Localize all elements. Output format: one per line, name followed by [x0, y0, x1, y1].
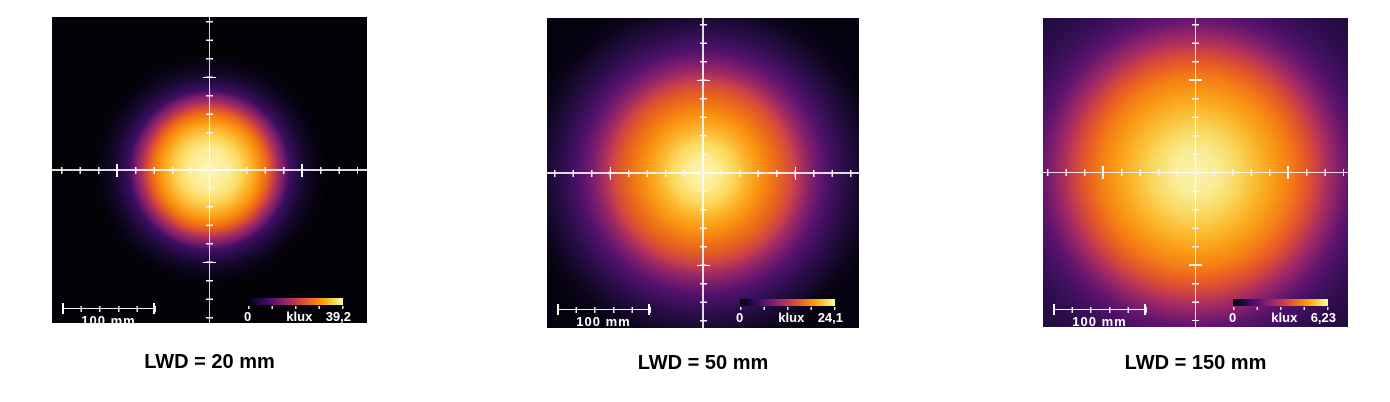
scale-bar-label: 100 mm [81, 313, 136, 323]
colorbar-unit-label: klux [286, 309, 313, 323]
scale-bar-end-tick [1053, 304, 1055, 315]
scale-bar-end-tick [648, 304, 650, 315]
colorbar-unit-label: klux [778, 310, 805, 325]
colorbar-max-label: 39,2 [325, 309, 351, 323]
colorbar-ticks [248, 305, 344, 309]
panel-lwd-20: 100 mm 0 klux 39,2 LWD = 20 mm [52, 17, 367, 373]
horizontal-axis-major-tick [1287, 166, 1289, 179]
colorbar-min-label: 0 [244, 309, 252, 323]
colorbar-ticks [740, 306, 836, 310]
panel-caption: LWD = 150 mm [1124, 352, 1267, 374]
vertical-axis-minor-ticks [699, 24, 707, 322]
horizontal-axis-major-tick [794, 166, 797, 180]
vertical-axis-major-tick [203, 76, 216, 79]
colorbar-gradient [1233, 299, 1328, 306]
horizontal-axis-major-tick [1102, 166, 1104, 179]
horizontal-axis-major-tick [609, 166, 612, 180]
panel-caption: LWD = 50 mm [637, 352, 769, 374]
panel-lwd-150: 100 mm 0 klux 6,23 LWD = 150 mm [1043, 18, 1348, 374]
panel-lwd-50: 100 mm 0 klux 24,1 LWD = 50 mm [547, 18, 859, 374]
scale-bar: 100 mm [1053, 304, 1147, 327]
scale-bar-label: 100 mm [576, 314, 631, 328]
horizontal-axis-major-tick [301, 163, 303, 177]
scale-bar-end-tick [153, 303, 155, 314]
colorbar: 0 klux 24,1 [736, 299, 843, 325]
vertical-axis-major-tick [1189, 264, 1202, 266]
panel-caption: LWD = 20 mm [144, 351, 275, 373]
heatmap-lwd-20: 100 mm 0 klux 39,2 [52, 17, 367, 323]
colorbar-gradient [248, 298, 343, 305]
scale-bar-end-tick [557, 304, 559, 315]
vertical-axis-major-tick [696, 264, 710, 267]
colorbar: 0 klux 39,2 [244, 298, 351, 323]
vertical-axis-minor-ticks [206, 21, 213, 319]
scale-bar-ticks [557, 306, 651, 313]
scale-bar-end-tick [1144, 304, 1146, 315]
colorbar-max-label: 6,23 [1310, 310, 1336, 325]
scale-bar-ticks [62, 305, 156, 312]
colorbar-unit-label: klux [1271, 310, 1298, 325]
scale-bar: 100 mm [62, 303, 156, 323]
scale-bar-label: 100 mm [1072, 314, 1127, 327]
colorbar-max-label: 24,1 [817, 310, 843, 325]
scale-bar-ticks [1053, 306, 1147, 313]
colorbar: 0 klux 6,23 [1229, 299, 1336, 325]
colorbar-min-label: 0 [736, 310, 744, 325]
heatmap-lwd-150: 100 mm 0 klux 6,23 [1043, 18, 1348, 327]
colorbar-min-label: 0 [1229, 310, 1237, 325]
vertical-axis-major-tick [696, 79, 710, 82]
colorbar-gradient [740, 299, 835, 306]
vertical-axis-minor-ticks [1192, 23, 1199, 322]
scale-bar-end-tick [62, 303, 64, 314]
colorbar-ticks [1233, 306, 1329, 310]
horizontal-axis-major-tick [116, 163, 118, 177]
heatmap-lwd-50: 100 mm 0 klux 24,1 [547, 18, 859, 328]
vertical-axis-major-tick [1189, 79, 1202, 81]
scale-bar: 100 mm [557, 304, 651, 328]
vertical-axis-major-tick [203, 261, 216, 264]
